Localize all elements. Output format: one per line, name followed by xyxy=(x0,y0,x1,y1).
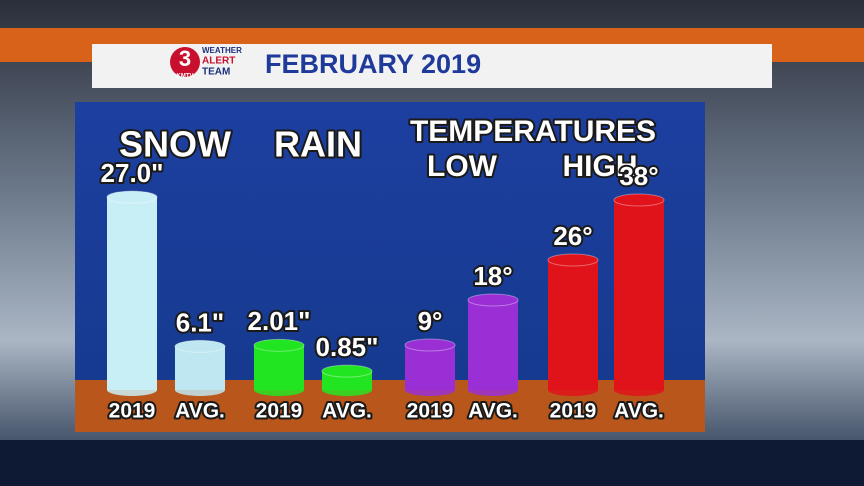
bar-top xyxy=(106,190,158,204)
bar xyxy=(175,346,225,390)
x-tick-label: AVG. xyxy=(175,400,225,423)
value-label: 9° xyxy=(418,306,443,336)
logo-line: TEAM xyxy=(202,67,230,78)
bar xyxy=(548,260,598,390)
bar xyxy=(405,345,455,390)
x-tick-label: 2019 xyxy=(256,400,303,423)
group-title: LOW xyxy=(427,150,498,183)
value-label: 18° xyxy=(473,261,512,291)
x-tick-label: AVG. xyxy=(614,400,664,423)
value-label: 38° xyxy=(619,161,658,191)
value-label: 2.01" xyxy=(248,306,311,336)
bar-top xyxy=(467,293,519,307)
logo-circle xyxy=(170,47,200,77)
logo-number: 3 xyxy=(179,46,191,71)
x-tick-label: 2019 xyxy=(109,400,156,423)
bar xyxy=(254,345,304,390)
value-label: 26° xyxy=(553,221,592,251)
bar xyxy=(468,300,518,390)
group-title: TEMPERATURES xyxy=(410,115,656,148)
x-tick-label: 2019 xyxy=(550,400,597,423)
bar xyxy=(614,200,664,390)
bar-top xyxy=(253,338,305,352)
x-tick-label: 2019 xyxy=(407,400,454,423)
base xyxy=(75,380,705,432)
group-title: HIGH xyxy=(563,150,638,183)
bar-top xyxy=(321,364,373,378)
x-tick-label: AVG. xyxy=(468,400,518,423)
value-label: 27.0" xyxy=(101,158,164,188)
group-title: RAIN xyxy=(274,124,362,165)
bottom-band xyxy=(0,440,864,486)
x-tick-label: AVG. xyxy=(322,400,372,423)
bar xyxy=(107,197,157,390)
title-bar xyxy=(92,44,772,88)
bar-top xyxy=(404,338,456,352)
value-label: 0.85" xyxy=(316,332,379,362)
logo: 3 KMTV WEATHER ALERT TEAM xyxy=(170,46,242,80)
bar-top xyxy=(547,253,599,267)
bar-top xyxy=(613,193,665,207)
logo-line: WEATHER xyxy=(202,46,242,55)
title: FEBRUARY 2019 xyxy=(265,49,481,79)
logo-station: KMTV xyxy=(177,74,194,80)
bar-top xyxy=(174,339,226,353)
logo-line: ALERT xyxy=(202,56,235,67)
value-label: 6.1" xyxy=(176,307,224,337)
group-title: SNOW xyxy=(119,124,231,165)
